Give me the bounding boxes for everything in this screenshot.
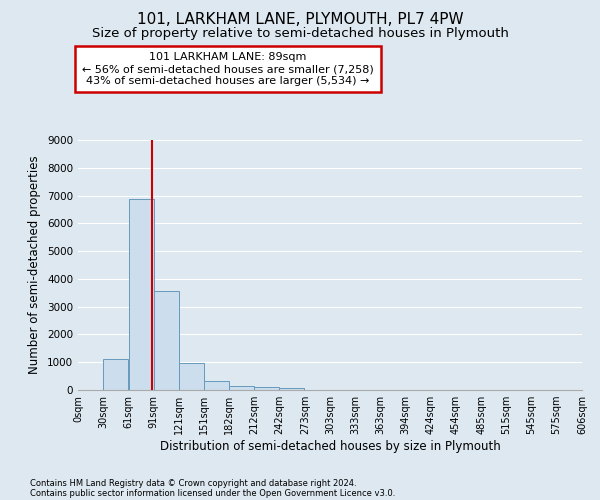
Text: Contains public sector information licensed under the Open Government Licence v3: Contains public sector information licen… — [30, 488, 395, 498]
Bar — [179, 363, 203, 390]
Text: 101, LARKHAM LANE, PLYMOUTH, PL7 4PW: 101, LARKHAM LANE, PLYMOUTH, PL7 4PW — [137, 12, 463, 28]
Bar — [229, 386, 254, 390]
Bar — [203, 382, 229, 390]
Bar — [154, 291, 179, 390]
Bar — [254, 387, 279, 390]
Text: 101 LARKHAM LANE: 89sqm
← 56% of semi-detached houses are smaller (7,258)
43% of: 101 LARKHAM LANE: 89sqm ← 56% of semi-de… — [82, 52, 374, 86]
Bar — [103, 358, 128, 390]
X-axis label: Distribution of semi-detached houses by size in Plymouth: Distribution of semi-detached houses by … — [160, 440, 500, 453]
Y-axis label: Number of semi-detached properties: Number of semi-detached properties — [28, 156, 41, 374]
Text: Size of property relative to semi-detached houses in Plymouth: Size of property relative to semi-detach… — [92, 28, 508, 40]
Bar — [279, 388, 304, 390]
Bar — [129, 199, 154, 390]
Text: Contains HM Land Registry data © Crown copyright and database right 2024.: Contains HM Land Registry data © Crown c… — [30, 478, 356, 488]
